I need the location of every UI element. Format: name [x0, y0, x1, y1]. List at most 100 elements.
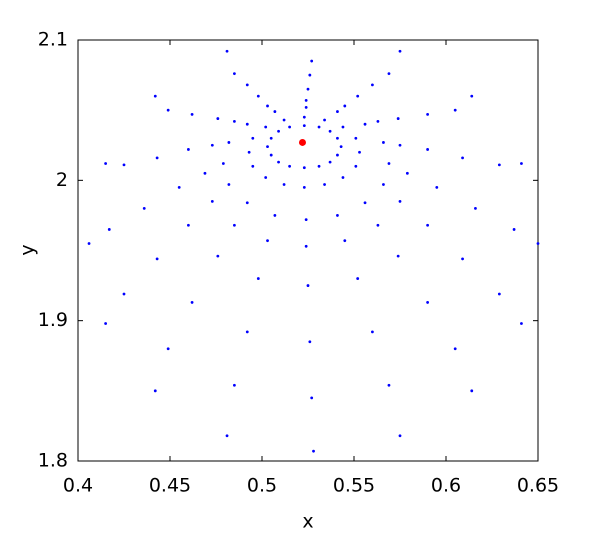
point — [382, 183, 385, 186]
point — [308, 340, 312, 344]
point — [497, 163, 501, 167]
y-tick-label: 2 — [56, 169, 68, 191]
point — [266, 145, 269, 149]
point — [203, 171, 207, 175]
point — [396, 254, 400, 258]
y-tick-label: 2.1 — [38, 29, 68, 51]
point — [216, 117, 220, 120]
point — [520, 322, 523, 325]
point — [251, 164, 255, 168]
point — [245, 201, 249, 205]
point — [177, 185, 181, 189]
point — [461, 257, 464, 261]
y-tick-label: 1.8 — [38, 450, 68, 472]
point — [474, 207, 477, 210]
point — [251, 136, 255, 140]
y-tick-label: 1.9 — [38, 309, 68, 331]
point — [122, 292, 126, 296]
point — [269, 136, 273, 140]
point — [153, 94, 157, 98]
point — [371, 330, 374, 334]
point — [363, 201, 367, 205]
point — [336, 136, 339, 140]
x-tick-label: 0.45 — [149, 475, 191, 497]
point — [398, 49, 402, 53]
point — [354, 164, 358, 168]
x-tick-label: 0.65 — [517, 475, 559, 497]
point — [298, 138, 306, 146]
point — [166, 108, 170, 112]
point — [277, 129, 280, 133]
point — [356, 277, 360, 280]
point — [282, 118, 286, 122]
point — [426, 148, 429, 151]
point — [306, 87, 310, 91]
point — [339, 145, 343, 149]
point — [302, 166, 306, 170]
point — [343, 104, 347, 108]
point — [187, 223, 190, 227]
x-tick-label: 0.55 — [333, 475, 375, 497]
point — [155, 156, 159, 160]
point — [328, 129, 332, 133]
point — [376, 119, 380, 123]
point — [356, 94, 360, 98]
point — [304, 218, 308, 222]
point — [371, 83, 374, 87]
point — [470, 94, 474, 98]
point — [470, 389, 474, 393]
point — [273, 110, 277, 113]
point — [210, 143, 214, 147]
point — [221, 162, 225, 165]
x-tick-label: 0.5 — [247, 475, 277, 497]
point — [304, 98, 308, 102]
point — [382, 141, 385, 144]
point — [190, 112, 194, 116]
point — [269, 153, 273, 157]
point — [512, 228, 516, 231]
point — [225, 49, 229, 53]
point — [288, 164, 291, 168]
point — [323, 118, 326, 122]
point — [266, 239, 269, 243]
point — [302, 115, 306, 119]
point — [190, 301, 194, 304]
point — [312, 449, 315, 453]
point — [343, 239, 347, 243]
point — [398, 434, 402, 438]
point — [245, 122, 249, 126]
point — [396, 117, 400, 120]
point — [256, 94, 260, 98]
point — [273, 214, 277, 217]
point — [166, 347, 170, 351]
point — [153, 389, 157, 393]
point — [306, 284, 310, 287]
point — [233, 119, 236, 123]
point — [247, 150, 251, 154]
point — [317, 164, 321, 168]
point — [304, 244, 308, 248]
point — [302, 185, 306, 189]
point — [142, 207, 146, 210]
point — [264, 176, 268, 179]
point — [233, 223, 236, 227]
point — [341, 176, 345, 179]
point — [358, 150, 361, 154]
point — [233, 383, 236, 387]
x-tick-label: 0.4 — [63, 475, 93, 497]
point — [376, 223, 380, 227]
point — [323, 183, 326, 186]
point — [336, 214, 339, 217]
point — [210, 199, 214, 203]
point — [264, 125, 268, 129]
point — [216, 254, 220, 258]
x-axis-label: x — [302, 511, 313, 533]
point — [122, 163, 126, 167]
point — [310, 396, 314, 400]
point — [336, 153, 339, 157]
point — [336, 110, 339, 113]
point — [426, 223, 429, 227]
point — [341, 125, 345, 129]
point — [354, 136, 358, 140]
point — [288, 125, 291, 129]
